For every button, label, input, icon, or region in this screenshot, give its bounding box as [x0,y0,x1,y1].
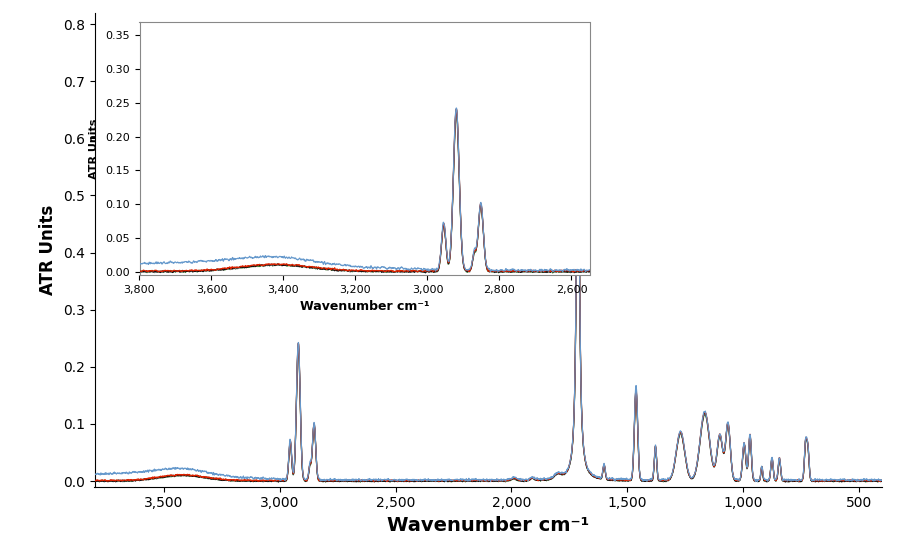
X-axis label: Wavenumber cm⁻¹: Wavenumber cm⁻¹ [387,516,590,535]
Y-axis label: ATR Units: ATR Units [40,205,58,295]
Y-axis label: ATR Units: ATR Units [89,118,100,179]
X-axis label: Wavenumber cm⁻¹: Wavenumber cm⁻¹ [300,300,429,313]
